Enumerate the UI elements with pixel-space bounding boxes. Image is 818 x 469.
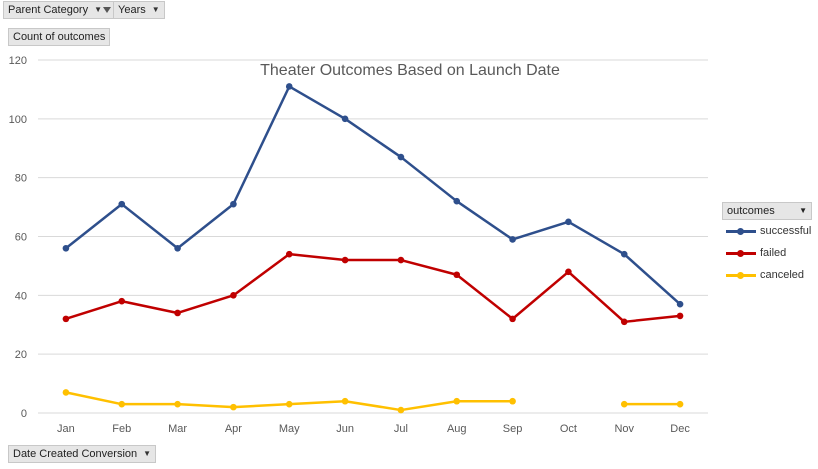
y-tick-label: 0 <box>21 408 27 420</box>
chart-title: Theater Outcomes Based on Launch Date <box>260 62 560 79</box>
data-point-failed <box>453 271 461 279</box>
y-tick-label: 40 <box>15 290 27 302</box>
data-point-canceled <box>509 397 516 405</box>
y-tick-label: 60 <box>15 232 27 244</box>
x-tick-label: Jan <box>57 423 75 435</box>
data-point-canceled <box>676 400 684 408</box>
x-tick-label: May <box>279 423 300 435</box>
data-point-successful <box>453 197 461 205</box>
data-point-failed <box>230 292 237 299</box>
filter-icon <box>103 7 112 13</box>
x-tick-label: Aug <box>447 423 467 435</box>
series-line-successful <box>65 85 681 306</box>
data-point-failed <box>397 256 405 264</box>
legend-label: failed <box>760 247 787 259</box>
data-point-successful <box>676 300 684 308</box>
data-point-successful <box>174 244 181 252</box>
data-point-failed <box>62 315 70 323</box>
legend-item-failed: failed <box>722 242 812 264</box>
data-point-canceled <box>118 400 126 408</box>
x-tick-label: Jul <box>394 423 408 435</box>
data-point-successful <box>620 250 628 258</box>
legend-item-canceled: canceled <box>722 264 812 286</box>
data-point-failed <box>620 318 628 326</box>
data-point-canceled <box>174 400 181 408</box>
legend-item-successful: successful <box>722 220 812 242</box>
count-of-outcomes-label: Count of outcomes <box>13 31 106 43</box>
legend: outcomes ▼ successful failed canceled <box>722 202 812 286</box>
data-point-canceled <box>341 397 349 405</box>
data-point-successful <box>565 218 572 226</box>
data-point-canceled <box>620 400 628 408</box>
legend-swatch <box>726 270 756 280</box>
x-tick-label: Nov <box>614 423 634 435</box>
data-point-successful <box>341 115 349 123</box>
data-point-failed <box>565 268 572 276</box>
data-point-failed <box>509 315 516 323</box>
dropdown-arrow-icon: ▼ <box>94 5 103 14</box>
outcomes-filter[interactable]: outcomes ▼ <box>722 202 812 220</box>
data-point-canceled <box>285 400 293 408</box>
x-tick-label: Oct <box>560 423 577 435</box>
legend-swatch <box>726 226 756 236</box>
data-point-failed <box>285 250 293 258</box>
data-point-canceled <box>453 397 461 405</box>
data-point-successful <box>230 200 237 208</box>
data-point-successful <box>62 244 70 252</box>
data-point-failed <box>174 309 181 317</box>
y-tick-label: 120 <box>9 55 27 67</box>
data-point-failed <box>341 256 349 264</box>
data-point-successful <box>509 236 516 243</box>
x-tick-label: Feb <box>112 423 131 435</box>
data-point-canceled <box>397 406 405 414</box>
legend-label: successful <box>760 225 812 237</box>
x-tick-label: Sep <box>503 423 523 435</box>
parent-category-filter[interactable]: Parent Category ▼ <box>3 1 117 19</box>
data-point-failed <box>118 297 126 305</box>
x-tick-label: Dec <box>670 423 690 435</box>
data-point-successful <box>285 83 293 90</box>
date-created-conversion-field[interactable]: Date Created Conversion ▼ <box>8 445 157 463</box>
y-tick-label: 100 <box>9 114 27 126</box>
data-point-successful <box>397 153 405 161</box>
years-filter[interactable]: Years ▼ <box>113 1 165 19</box>
years-label: Years <box>118 4 146 16</box>
x-tick-label: Apr <box>225 423 242 435</box>
legend-title: outcomes <box>727 205 775 217</box>
parent-category-label: Parent Category <box>8 4 89 16</box>
y-tick-label: 20 <box>15 349 27 361</box>
x-tick-label: Jun <box>336 423 354 435</box>
date-created-conversion-label: Date Created Conversion <box>13 448 138 460</box>
series-line-failed <box>65 252 681 324</box>
data-point-successful <box>118 200 126 208</box>
data-point-canceled <box>230 403 237 411</box>
count-of-outcomes-field[interactable]: Count of outcomes <box>8 28 111 46</box>
dropdown-arrow-icon: ▼ <box>151 5 160 14</box>
x-tick-label: Mar <box>168 423 187 435</box>
legend-label: canceled <box>760 269 805 281</box>
dropdown-arrow-icon: ▼ <box>143 449 152 458</box>
data-point-canceled <box>62 389 70 396</box>
data-point-failed <box>676 312 684 320</box>
legend-swatch <box>726 248 756 258</box>
dropdown-arrow-icon: ▼ <box>799 206 807 215</box>
y-tick-label: 80 <box>15 173 27 185</box>
